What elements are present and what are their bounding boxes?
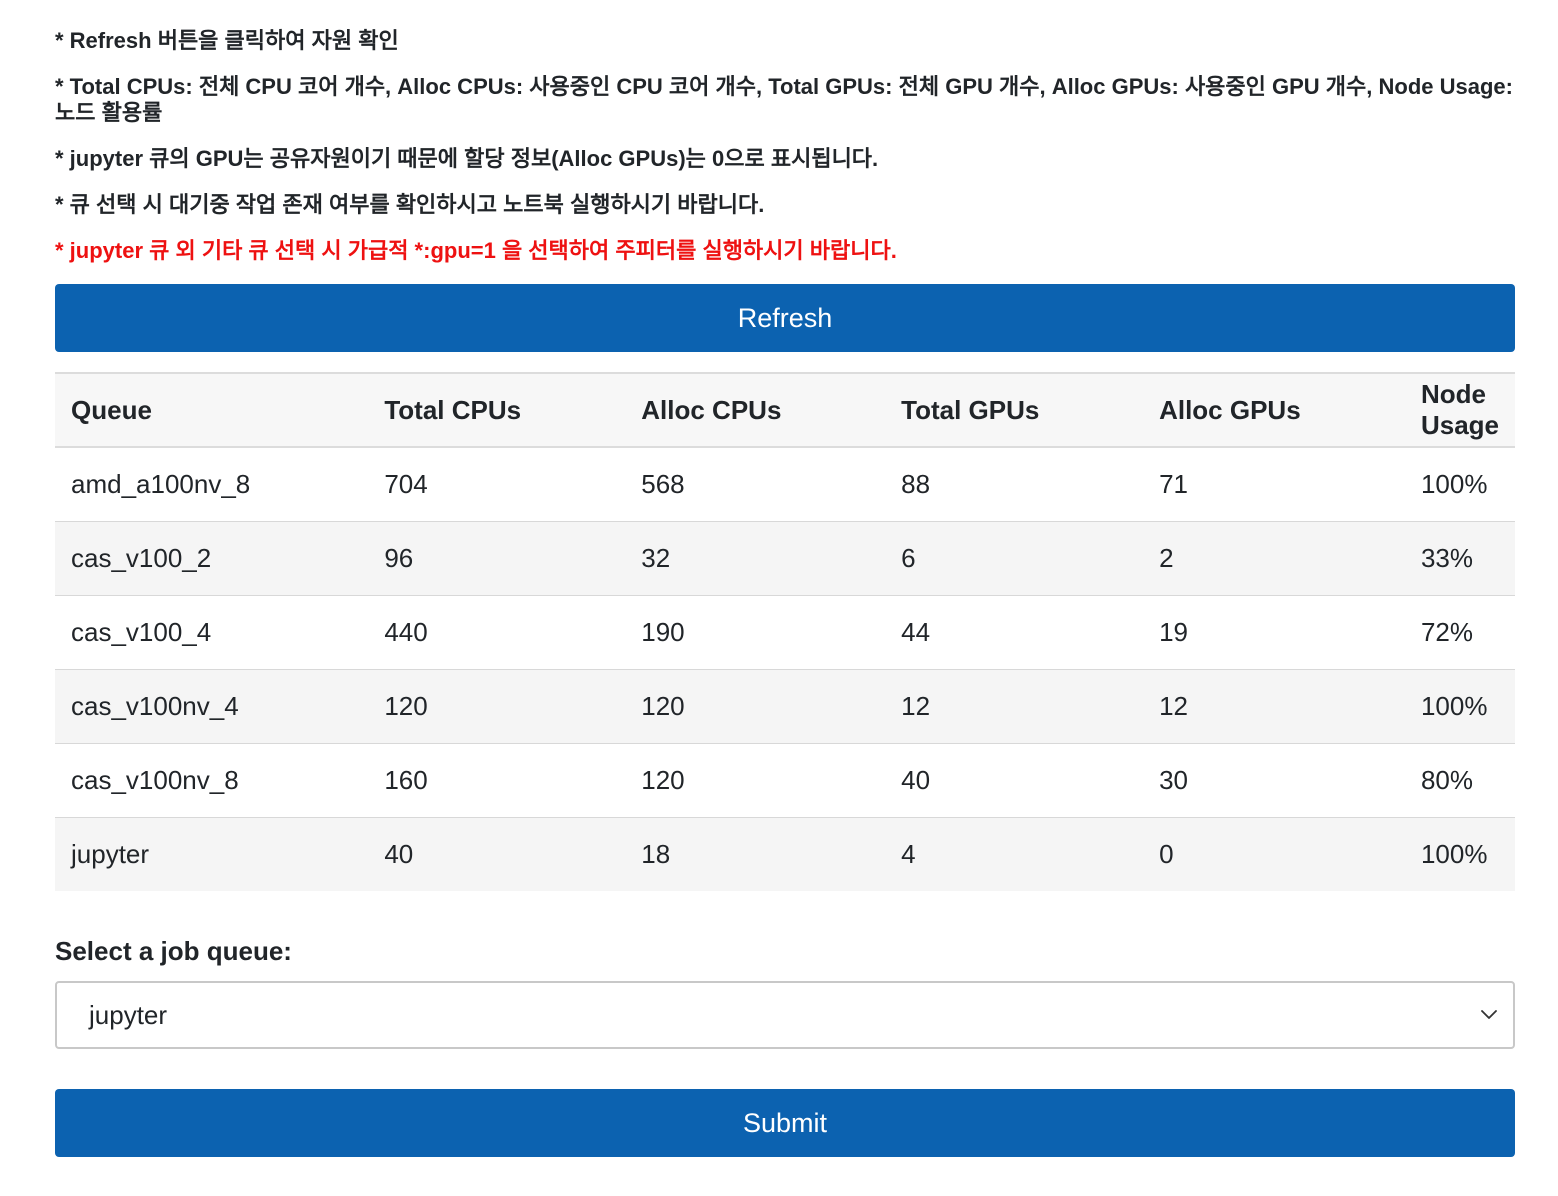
job-queue-select[interactable]: jupyter bbox=[55, 981, 1515, 1049]
table-row: cas_v100_2 96 32 6 2 33% bbox=[55, 521, 1515, 596]
queue-table: Queue Total CPUs Alloc CPUs Total GPUs A… bbox=[55, 372, 1515, 891]
submit-button[interactable]: Submit bbox=[55, 1089, 1515, 1157]
cell-total-gpus: 6 bbox=[885, 521, 1144, 596]
note-refresh: * Refresh 버튼을 클릭하여 자원 확인 bbox=[55, 28, 399, 53]
cell-alloc-cpus: 18 bbox=[625, 817, 886, 891]
cell-alloc-gpus: 12 bbox=[1143, 669, 1405, 744]
header-total-cpus: Total CPUs bbox=[368, 372, 626, 448]
cell-total-cpus: 96 bbox=[368, 521, 626, 596]
note-gpu-warning: * jupyter 큐 외 기타 큐 선택 시 가급적 *:gpu=1 을 선택… bbox=[55, 238, 897, 263]
page-container: * Refresh 버튼을 클릭하여 자원 확인 * Total CPUs: 전… bbox=[55, 0, 1515, 1157]
cell-alloc-cpus: 120 bbox=[625, 743, 886, 818]
cell-total-gpus: 4 bbox=[885, 817, 1144, 891]
table-row: amd_a100nv_8 704 568 88 71 100% bbox=[55, 447, 1515, 522]
cell-total-gpus: 44 bbox=[885, 595, 1144, 670]
cell-alloc-cpus: 120 bbox=[625, 669, 886, 744]
header-alloc-gpus: Alloc GPUs bbox=[1143, 372, 1405, 448]
cell-alloc-cpus: 190 bbox=[625, 595, 886, 670]
header-alloc-cpus: Alloc CPUs bbox=[625, 372, 886, 448]
refresh-button[interactable]: Refresh bbox=[55, 284, 1515, 352]
table-row: cas_v100nv_4 120 120 12 12 100% bbox=[55, 669, 1515, 744]
header-node-usage: Node Usage bbox=[1404, 372, 1515, 448]
cell-alloc-cpus: 32 bbox=[625, 521, 886, 596]
cell-queue: cas_v100nv_8 bbox=[55, 743, 369, 818]
cell-queue: cas_v100_2 bbox=[55, 521, 369, 596]
job-queue-selected-value: jupyter bbox=[89, 1000, 168, 1030]
cell-node-usage: 100% bbox=[1404, 447, 1515, 522]
chevron-down-icon bbox=[1481, 1010, 1497, 1019]
cell-total-cpus: 160 bbox=[368, 743, 626, 818]
cell-alloc-gpus: 30 bbox=[1143, 743, 1405, 818]
cell-node-usage: 72% bbox=[1404, 595, 1515, 670]
cell-total-cpus: 440 bbox=[368, 595, 626, 670]
cell-alloc-gpus: 19 bbox=[1143, 595, 1405, 670]
instructions: * Refresh 버튼을 클릭하여 자원 확인 * Total CPUs: 전… bbox=[55, 0, 1515, 264]
table-row: cas_v100nv_8 160 120 40 30 80% bbox=[55, 743, 1515, 818]
header-queue: Queue bbox=[55, 372, 369, 448]
cell-total-gpus: 40 bbox=[885, 743, 1144, 818]
note-queue-wait: * 큐 선택 시 대기중 작업 존재 여부를 확인하시고 노트북 실행하시기 바… bbox=[55, 192, 765, 217]
cell-node-usage: 80% bbox=[1404, 743, 1515, 818]
cell-total-gpus: 88 bbox=[885, 447, 1144, 522]
table-row: cas_v100_4 440 190 44 19 72% bbox=[55, 595, 1515, 670]
cell-alloc-gpus: 0 bbox=[1143, 817, 1405, 891]
cell-total-cpus: 120 bbox=[368, 669, 626, 744]
header-total-gpus: Total GPUs bbox=[885, 372, 1144, 448]
cell-node-usage: 33% bbox=[1404, 521, 1515, 596]
cell-alloc-gpus: 2 bbox=[1143, 521, 1405, 596]
table-row: jupyter 40 18 4 0 100% bbox=[55, 817, 1515, 891]
job-queue-label: Select a job queue: bbox=[55, 936, 292, 966]
cell-node-usage: 100% bbox=[1404, 817, 1515, 891]
note-column-legend: * Total CPUs: 전체 CPU 코어 개수, Alloc CPUs: … bbox=[55, 74, 1513, 125]
cell-queue: amd_a100nv_8 bbox=[55, 447, 369, 522]
cell-total-cpus: 704 bbox=[368, 447, 626, 522]
cell-total-gpus: 12 bbox=[885, 669, 1144, 744]
cell-alloc-gpus: 71 bbox=[1143, 447, 1405, 522]
cell-alloc-cpus: 568 bbox=[625, 447, 886, 522]
cell-queue: jupyter bbox=[55, 817, 369, 891]
table-header-row: Queue Total CPUs Alloc CPUs Total GPUs A… bbox=[55, 372, 1515, 448]
cell-queue: cas_v100nv_4 bbox=[55, 669, 369, 744]
note-jupyter-gpu: * jupyter 큐의 GPU는 공유자원이기 때문에 할당 정보(Alloc… bbox=[55, 146, 879, 171]
cell-queue: cas_v100_4 bbox=[55, 595, 369, 670]
cell-total-cpus: 40 bbox=[368, 817, 626, 891]
cell-node-usage: 100% bbox=[1404, 669, 1515, 744]
